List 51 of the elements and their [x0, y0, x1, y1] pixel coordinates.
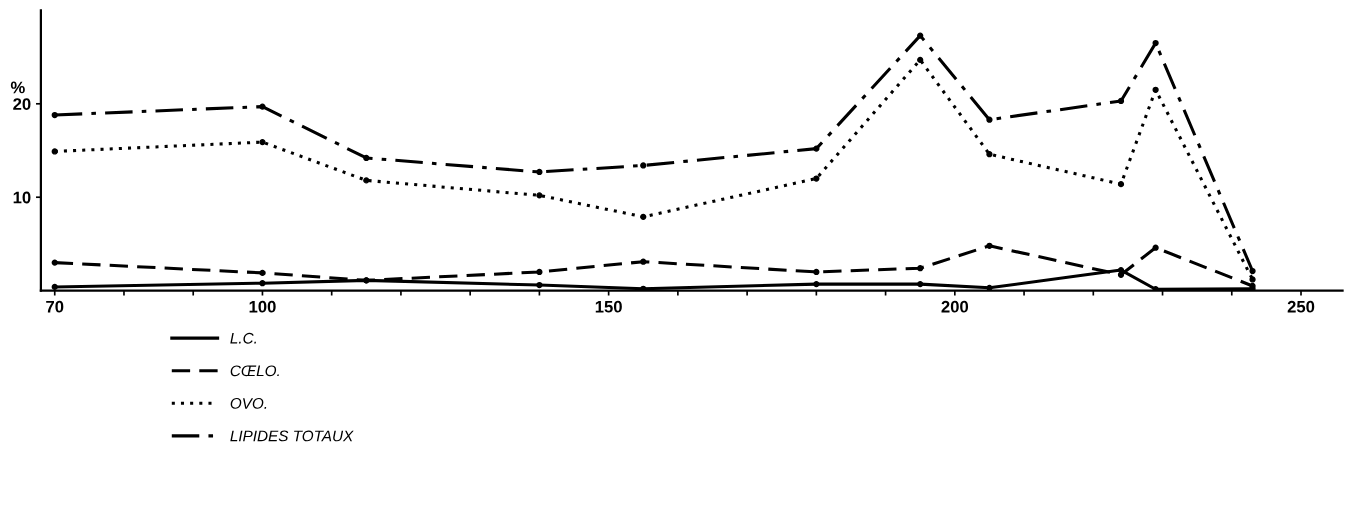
point: [536, 281, 543, 289]
point: [1152, 244, 1159, 251]
point: [640, 258, 647, 265]
point: [51, 283, 58, 291]
legend-label: L.C.: [230, 332, 256, 344]
point: [986, 284, 993, 291]
point: [917, 56, 924, 64]
x-tick-label: 100: [249, 300, 276, 313]
point: [986, 116, 993, 123]
point: [51, 111, 58, 119]
x-tick-label: 150: [595, 300, 622, 313]
point: [363, 177, 370, 184]
point: [259, 103, 266, 110]
point: [917, 32, 924, 39]
point: [1152, 86, 1159, 93]
point: [536, 192, 543, 199]
point: [1249, 276, 1256, 283]
y-axis-title: %: [10, 81, 25, 94]
point: [536, 268, 543, 276]
point: [813, 145, 820, 152]
legend-label: LIPIDES TOTAUX: [230, 430, 354, 442]
point: [1249, 267, 1256, 275]
point: [813, 280, 820, 288]
point: [363, 154, 370, 162]
point: [1117, 97, 1125, 105]
point: [813, 175, 820, 182]
point: [917, 265, 924, 272]
legend-label: CŒLO.: [230, 365, 279, 377]
point: [259, 138, 266, 146]
point: [51, 148, 58, 155]
x-tick-label: 70: [46, 300, 64, 313]
point: [813, 268, 820, 276]
x-tick-label: 200: [941, 300, 969, 313]
legend-label: OVO.: [230, 397, 267, 409]
point: [51, 259, 58, 266]
point: [986, 242, 993, 249]
point: [1152, 286, 1159, 291]
x-tick-label: 250: [1287, 300, 1315, 313]
point: [640, 162, 647, 169]
point: [536, 168, 543, 176]
y-tick-label: 20: [13, 98, 31, 110]
point: [1117, 271, 1125, 278]
point: [259, 280, 266, 287]
point: [986, 151, 993, 158]
point: [640, 213, 647, 220]
y-tick-label: 10: [13, 191, 31, 204]
point: [1117, 181, 1125, 188]
point: [1117, 266, 1125, 274]
point: [1152, 39, 1159, 47]
point: [917, 280, 924, 288]
point: [259, 269, 266, 277]
